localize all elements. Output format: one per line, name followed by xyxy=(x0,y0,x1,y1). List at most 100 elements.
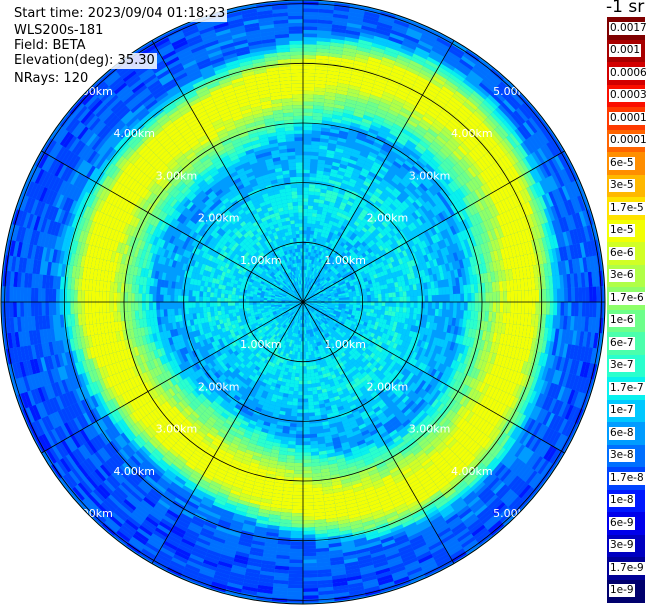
beta-cell xyxy=(366,312,371,317)
beta-cell xyxy=(373,309,378,314)
beta-cell xyxy=(360,298,364,302)
beta-cell xyxy=(322,248,327,253)
beta-cell xyxy=(377,70,391,78)
beta-cell xyxy=(303,448,311,453)
beta-cell xyxy=(394,286,400,293)
beta-cell xyxy=(345,139,355,146)
beta-cell xyxy=(324,249,329,255)
beta-cell xyxy=(311,271,315,276)
beta-cell xyxy=(290,541,303,546)
beta-cell xyxy=(358,39,373,47)
beta-cell xyxy=(312,112,323,117)
beta-cell xyxy=(374,77,388,85)
beta-cell xyxy=(305,284,307,288)
beta-cell xyxy=(307,380,312,385)
beta-cell xyxy=(317,159,326,165)
beta-cell xyxy=(293,391,299,395)
beta-cell xyxy=(413,290,418,297)
beta-cell xyxy=(351,70,365,78)
beta-cell xyxy=(378,67,392,75)
beta-cell xyxy=(386,43,401,52)
beta-cell xyxy=(488,292,493,302)
beta-cell xyxy=(288,580,303,585)
beta-cell xyxy=(293,473,303,478)
beta-cell xyxy=(589,286,593,302)
beta-cell xyxy=(298,384,303,388)
beta-field xyxy=(2,1,604,603)
beta-cell xyxy=(377,289,382,295)
beta-cell xyxy=(315,69,328,75)
beta-cell xyxy=(340,61,354,68)
beta-cell xyxy=(306,241,310,245)
beta-cell xyxy=(499,302,504,313)
beta-cell xyxy=(325,215,331,221)
beta-cell xyxy=(303,437,311,442)
beta-cell xyxy=(592,286,597,302)
beta-cell xyxy=(399,291,404,297)
beta-cell xyxy=(309,419,316,424)
beta-cell xyxy=(303,452,312,456)
beta-cell xyxy=(291,408,298,413)
beta-cell xyxy=(328,179,336,185)
beta-cell xyxy=(314,272,318,277)
beta-cell xyxy=(297,402,303,406)
beta-cell xyxy=(334,96,347,103)
beta-cell xyxy=(456,302,461,311)
beta-cell xyxy=(303,295,306,299)
beta-cell xyxy=(285,465,295,471)
beta-cell xyxy=(330,236,336,242)
beta-cell xyxy=(382,91,395,100)
beta-cell xyxy=(361,80,374,88)
beta-cell xyxy=(308,274,311,278)
beta-cell xyxy=(408,24,424,34)
beta-cell xyxy=(324,95,336,101)
beta-cell xyxy=(338,130,349,136)
beta-cell xyxy=(309,234,314,239)
beta-cell xyxy=(344,102,356,109)
beta-cell xyxy=(315,58,329,64)
beta-cell xyxy=(303,513,315,517)
beta-cell xyxy=(324,257,329,262)
beta-cell xyxy=(310,263,314,268)
beta-cell xyxy=(323,106,334,111)
beta-cell xyxy=(332,206,339,212)
beta-cell xyxy=(305,273,308,278)
beta-cell xyxy=(307,383,312,388)
beta-cell xyxy=(324,99,335,104)
beta-cell xyxy=(337,170,345,176)
beta-cell xyxy=(287,448,296,453)
beta-cell xyxy=(456,310,461,319)
beta-cell xyxy=(303,470,312,474)
beta-cell xyxy=(315,261,319,266)
beta-cell xyxy=(303,69,316,74)
beta-cell xyxy=(316,246,321,251)
beta-cell xyxy=(499,291,504,302)
beta-cell xyxy=(409,290,414,297)
beta-cell xyxy=(303,90,315,95)
beta-cell xyxy=(422,30,438,41)
beta-cell xyxy=(514,302,518,314)
beta-cell xyxy=(346,185,354,191)
beta-cell xyxy=(383,118,394,127)
beta-cell xyxy=(402,307,407,313)
beta-cell xyxy=(378,297,382,302)
beta-cell xyxy=(360,295,364,299)
beta-cell xyxy=(306,223,312,228)
beta-cell xyxy=(374,298,379,302)
beta-cell xyxy=(406,302,411,308)
beta-cell xyxy=(306,273,309,278)
beta-cell xyxy=(353,60,367,67)
beta-cell xyxy=(291,509,303,514)
beta-cell xyxy=(309,362,314,367)
beta-cell xyxy=(313,91,326,96)
beta-cell xyxy=(314,257,318,262)
beta-cell xyxy=(406,290,411,297)
beta-cell xyxy=(294,452,303,456)
beta-cell xyxy=(355,196,363,203)
beta-cell xyxy=(413,302,418,308)
beta-cell xyxy=(310,440,318,445)
beta-cell xyxy=(309,176,317,181)
beta-cell xyxy=(303,441,311,446)
beta-cell xyxy=(339,217,346,223)
beta-cell xyxy=(303,216,308,220)
